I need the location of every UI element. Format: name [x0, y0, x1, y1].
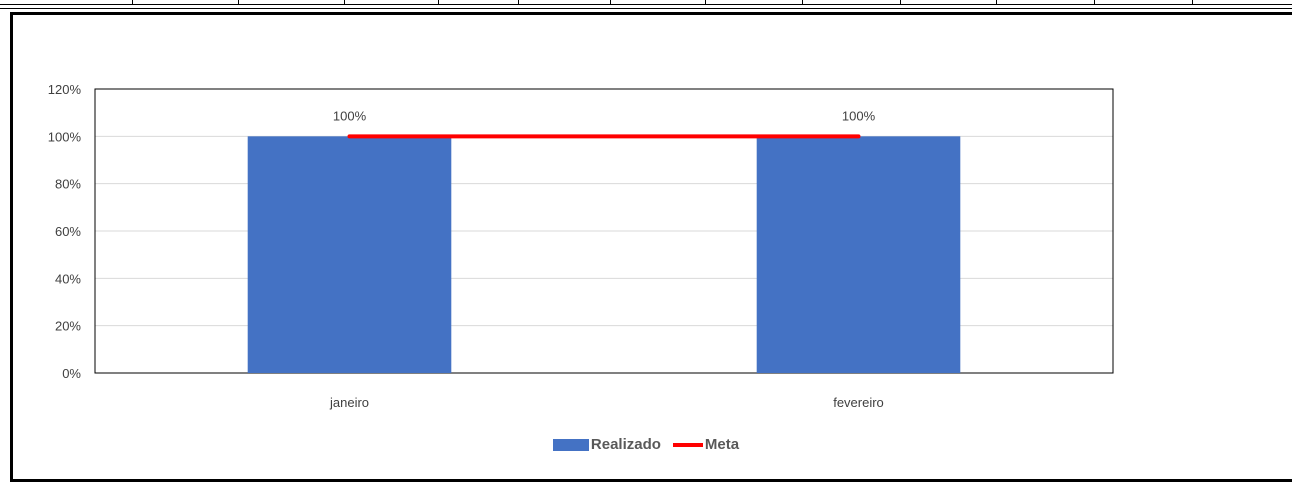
legend-item-realizado: Realizado	[552, 436, 661, 453]
grid-col-line	[518, 0, 519, 5]
grid-col-line	[438, 0, 439, 5]
legend-item-meta: Meta	[672, 436, 740, 453]
grid-row-line	[0, 4, 1292, 5]
grid-col-line	[705, 0, 706, 5]
grid-col-line	[900, 0, 901, 5]
y-tick-label: 40%	[55, 271, 81, 286]
x-tick-label: fevereiro	[833, 395, 884, 410]
data-label-realizado: 100%	[842, 108, 876, 123]
grid-col-line	[610, 0, 611, 5]
bar-realizado	[247, 136, 452, 373]
y-tick-label: 120%	[48, 82, 82, 97]
grid-col-line	[1094, 0, 1095, 5]
y-tick-label: 100%	[48, 129, 82, 144]
bar-realizado	[756, 136, 961, 373]
y-tick-label: 60%	[55, 224, 81, 239]
chart-frame[interactable]	[10, 12, 1292, 482]
plot-area-border	[94, 88, 1114, 374]
y-tick-label: 20%	[55, 319, 81, 334]
grid-col-line	[996, 0, 997, 5]
legend-label-realizado: Realizado	[590, 436, 661, 453]
grid-col-line	[344, 0, 345, 5]
grid-col-line	[238, 0, 239, 5]
y-tick-label: 80%	[55, 177, 81, 192]
legend-swatch-realizado	[552, 438, 589, 451]
x-tick-label: janeiro	[329, 395, 369, 410]
legend-swatch-meta	[672, 442, 703, 447]
chart-legend: Realizado Meta	[0, 436, 1292, 453]
grid-row-line	[0, 8, 1292, 9]
y-tick-label: 0%	[62, 366, 81, 381]
grid-col-line	[1192, 0, 1193, 5]
spreadsheet-grid-strip	[0, 0, 1292, 10]
grid-col-line	[802, 0, 803, 5]
grid-col-line	[132, 0, 133, 5]
legend-label-meta: Meta	[704, 436, 740, 453]
data-label-realizado: 100%	[333, 108, 367, 123]
